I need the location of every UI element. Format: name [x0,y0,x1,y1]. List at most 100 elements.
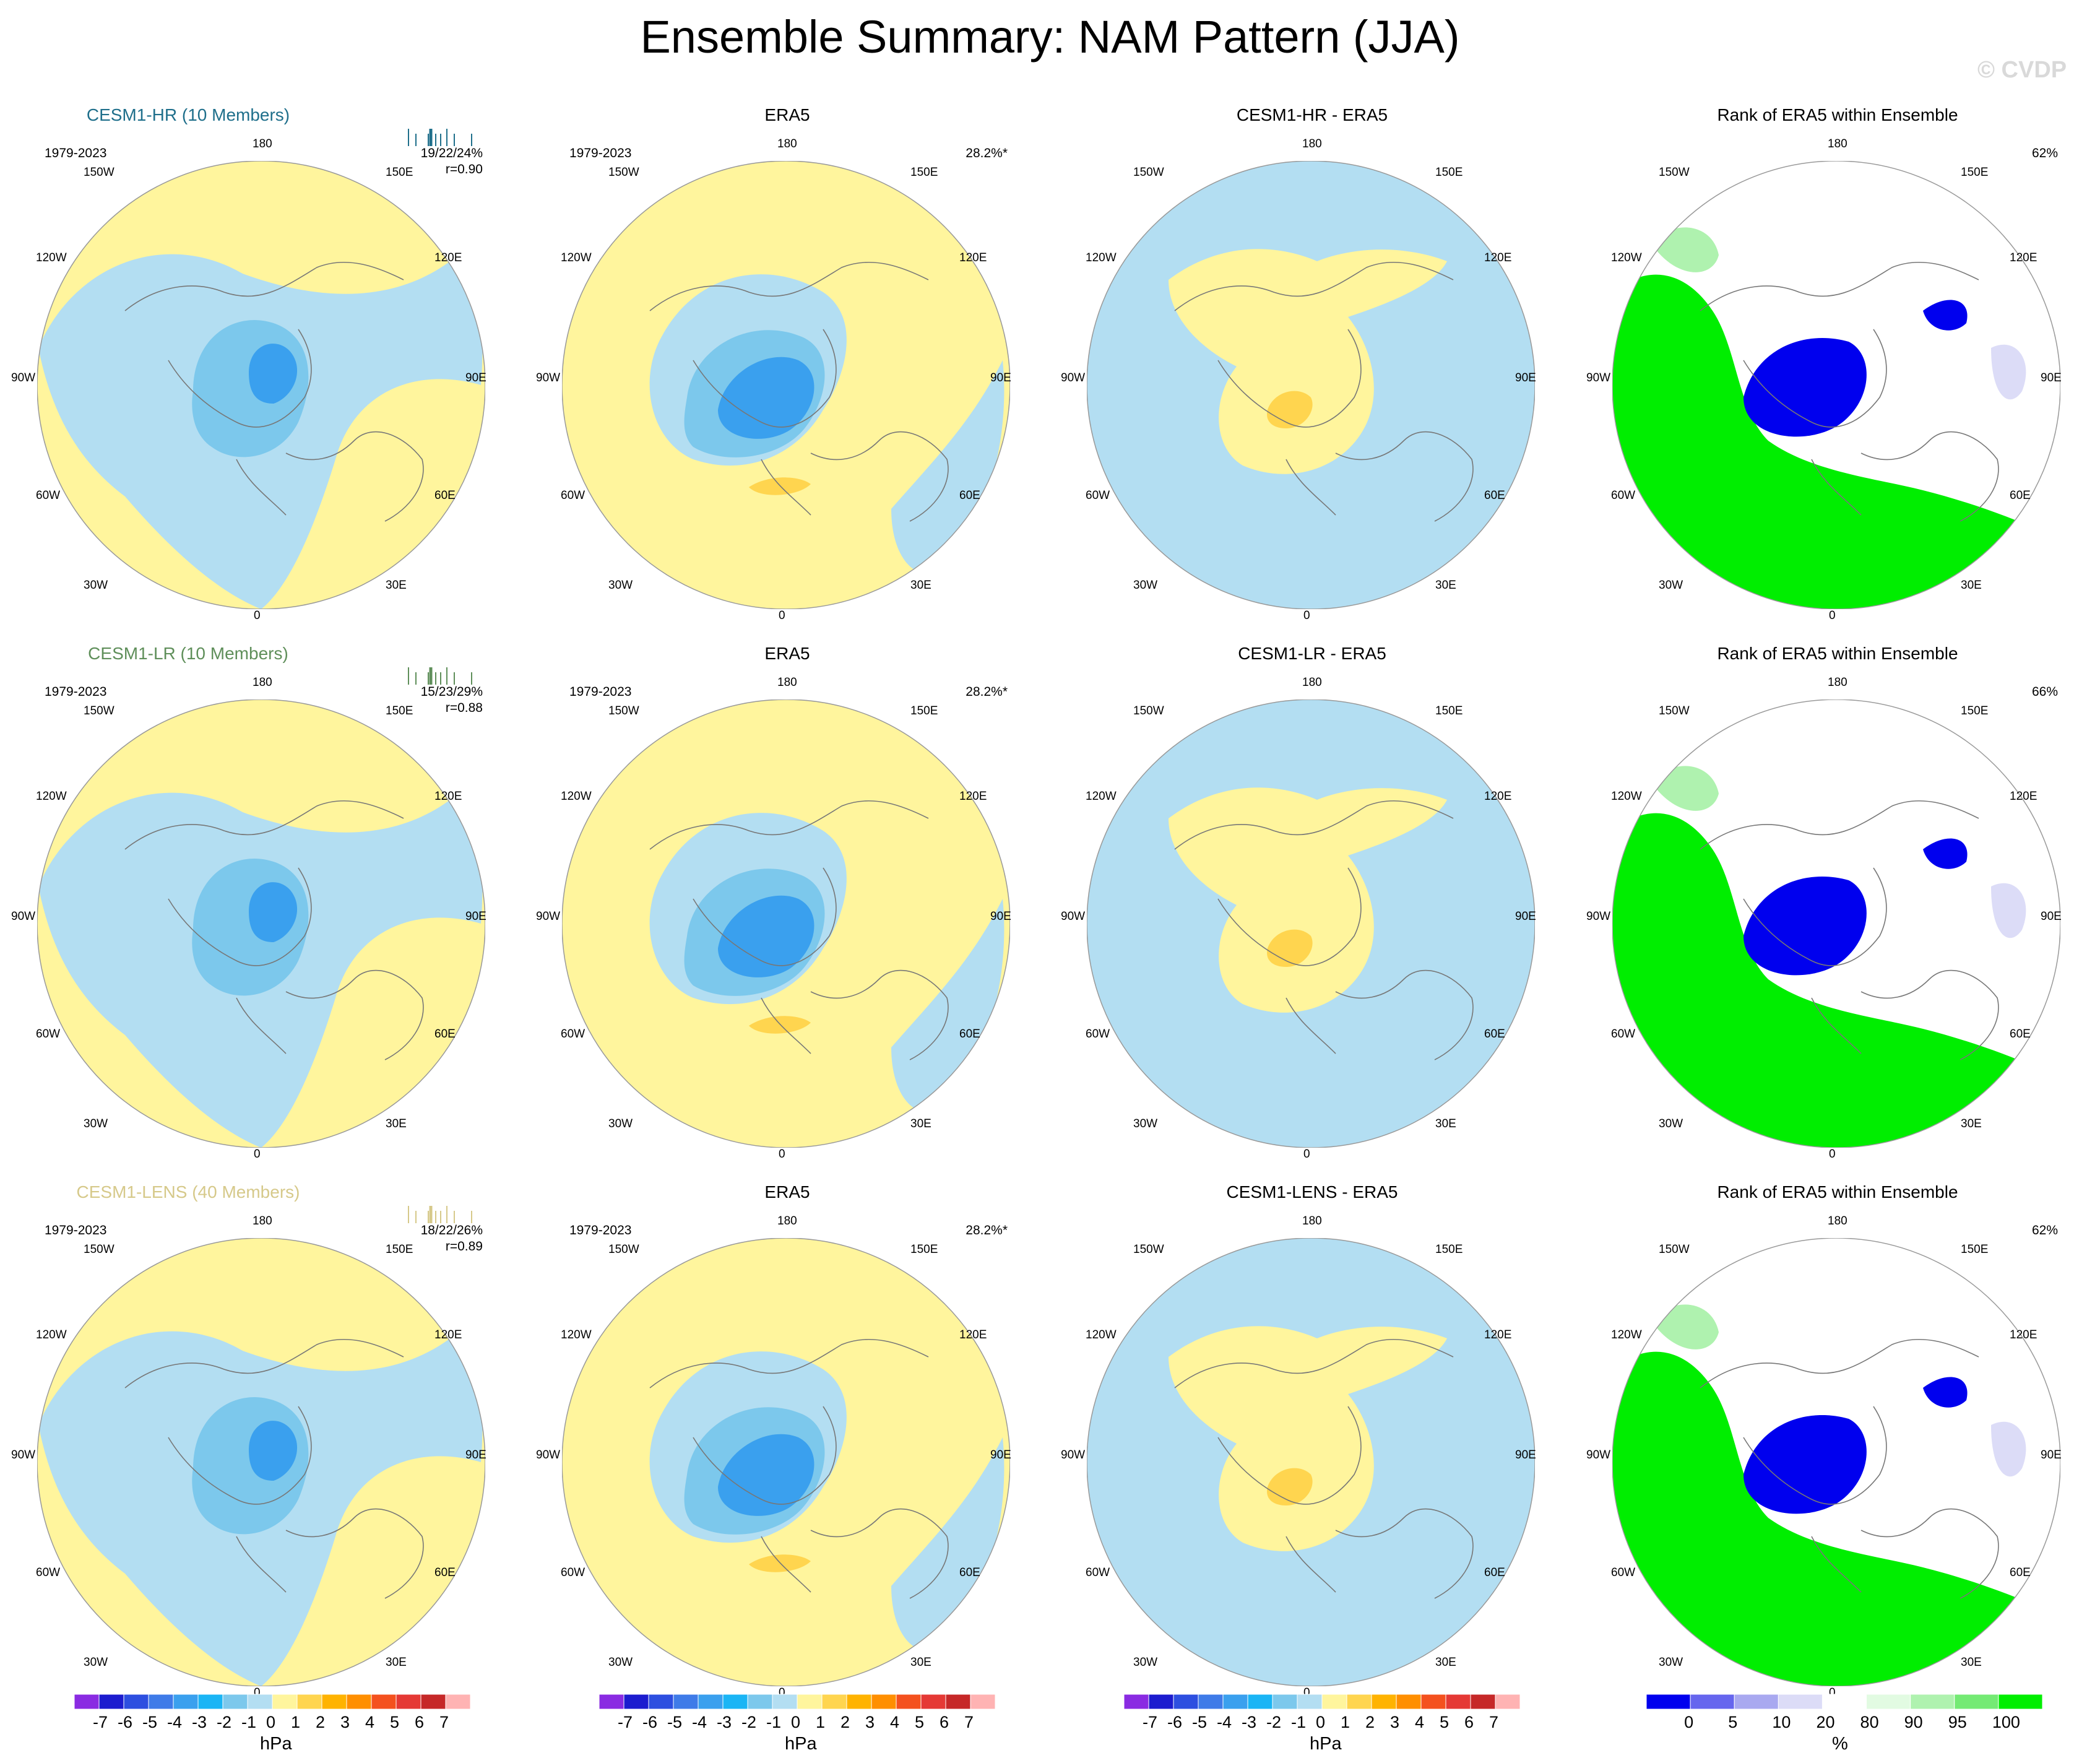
coastlines [1700,800,1999,1060]
colorbar-swatch [821,1694,847,1710]
lon-label-r120: 120E [1484,251,1512,264]
colorbar-tick-label: 3 [340,1713,350,1731]
panel-model: CESM1-LR (10 Members) 1979-2023 15/23/29% r… [0,594,525,1161]
contour-region [1267,1468,1313,1505]
panel-diff: CESM1-HR - ERA5 180 0 150W 150E 120W 120E 90W 90… [1050,56,1575,622]
lon-label-r30: 30E [386,1117,407,1130]
panel-obs: ERA5 1979-2023 28.2%* 180 0 150W 150E 120W 120E 9… [525,1133,1050,1699]
lon-label-l150: 150W [1659,166,1690,179]
colorbar-unit: hPa [785,1734,817,1754]
colorbar-swatches [598,1694,996,1710]
colorbar-tick-label: -2 [217,1713,232,1731]
polar-map-rank [1612,700,2060,1148]
lon-label-r120: 120E [2010,790,2037,803]
colorbar-tick-label: 4 [1415,1713,1425,1731]
colorbar-swatch [1998,1694,2043,1710]
panel-rank: Rank of ERA5 within Ensemble 66% 180 0 150W 1… [1575,594,2100,1161]
colorbar-swatch [896,1694,922,1710]
lon-label-l120: 120W [1611,251,1642,264]
colorbar-swatch [1123,1694,1149,1710]
lon-label-r60: 60E [1484,489,1505,502]
colorbar-swatch [1420,1694,1446,1710]
lon-label-l90: 90W [1061,1449,1086,1462]
colorbar-tick-label: -5 [667,1713,683,1731]
pattern-correlation: r=0.90 [445,162,483,176]
rank-low-region [1744,338,1867,437]
lon-label-l60: 60W [1611,489,1636,502]
lon-label-top: 180 [253,137,272,150]
lon-label-l60: 60W [1086,1028,1110,1041]
lon-label-l30: 30W [84,1117,108,1130]
colorbar-swatch [1910,1694,1955,1710]
colorbar-tick-label: 95 [1948,1713,1967,1731]
colorbar-swatch [1734,1694,1779,1710]
colorbar-swatch [1646,1694,1691,1710]
colorbar-swatch [1371,1694,1397,1710]
lon-label-r150: 150E [1435,166,1463,179]
lon-label-r90: 90E [465,371,486,384]
lon-label-l60: 60W [36,1028,61,1041]
rank-lowmid-region [1991,883,2026,938]
lon-label-r30: 30E [910,1117,931,1130]
lon-label-r90: 90E [2041,371,2062,384]
lon-label-r60: 60E [959,489,980,502]
colorbar-tick-label: -7 [618,1713,633,1731]
colorbar-swatch [797,1694,823,1710]
lon-label-r150: 150E [1961,704,1989,717]
lon-label-r120: 120E [2010,251,2037,264]
pattern-percent: 18/22/26% [420,1223,483,1237]
colorbar-swatch [1778,1694,1823,1710]
lon-label-r120: 120E [2010,1328,2037,1341]
colorbar-swatch [123,1694,149,1710]
period-label: 1979-2023 [45,146,107,160]
colorbar-tick-label: 6 [940,1713,949,1731]
colorbar-tick-label: 2 [1365,1713,1375,1731]
pattern-percent: 15/23/29% [420,685,483,699]
contour-region [749,477,811,495]
panel-diff: CESM1-LR - ERA5 180 0 150W 150E 120W 120E 90W 90… [1050,594,1575,1161]
colorbar-tick-label: 5 [1440,1713,1450,1731]
lon-label-r120: 120E [959,1328,987,1341]
panel-rank: Rank of ERA5 within Ensemble 62% 180 0 150W 1… [1575,1133,2100,1699]
lon-label-top: 180 [253,1215,272,1228]
colorbar-swatch [772,1694,798,1710]
lon-label-l120: 120W [1086,251,1117,264]
lon-label-l120: 120W [561,251,592,264]
colorbar-swatch [420,1694,446,1710]
lon-label-r90: 90E [990,371,1011,384]
colorbar-swatch [222,1694,248,1710]
contour-region [749,1016,811,1034]
panel-title: CESM1-HR - ERA5 [1236,105,1388,124]
lon-label-l150: 150W [608,166,639,179]
colorbar-swatch [247,1694,273,1710]
coastlines [124,1338,424,1599]
colorbar-swatch [623,1694,649,1710]
lon-label-l120: 120W [36,790,67,803]
colorbar-swatch [272,1694,298,1710]
lon-label-l90: 90W [11,910,36,923]
lon-label-r60: 60E [2010,1566,2031,1579]
colorbar-tick-label: 1 [291,1713,301,1731]
lon-label-r150: 150E [386,166,413,179]
contour-region [1267,929,1313,967]
lon-label-top: 180 [1302,676,1322,689]
colorbar-tick-label: 90 [1904,1713,1923,1731]
contour-region [1169,1326,1447,1551]
lon-label-l120: 120W [561,1328,592,1341]
polar-map-obs [562,161,1010,609]
lon-label-l90: 90W [1061,910,1086,923]
colorbar-swatch [722,1694,748,1710]
colorbar-tick-label: -1 [1291,1713,1307,1731]
rank-low-region [1744,1415,1867,1514]
colorbar-swatch [98,1694,124,1710]
panel-title: ERA5 [764,644,810,663]
lon-label-r30: 30E [910,579,931,592]
lon-label-r90: 90E [465,1449,486,1462]
pattern-correlation: r=0.89 [445,1239,483,1254]
colorbar-swatch [598,1694,624,1710]
lon-label-r90: 90E [2041,1449,2062,1462]
colorbar-tick-label: 7 [1489,1713,1499,1731]
lon-label-r30: 30E [1435,1117,1456,1130]
lon-label-l150: 150W [1133,1243,1164,1256]
period-label: 1979-2023 [569,1223,632,1237]
